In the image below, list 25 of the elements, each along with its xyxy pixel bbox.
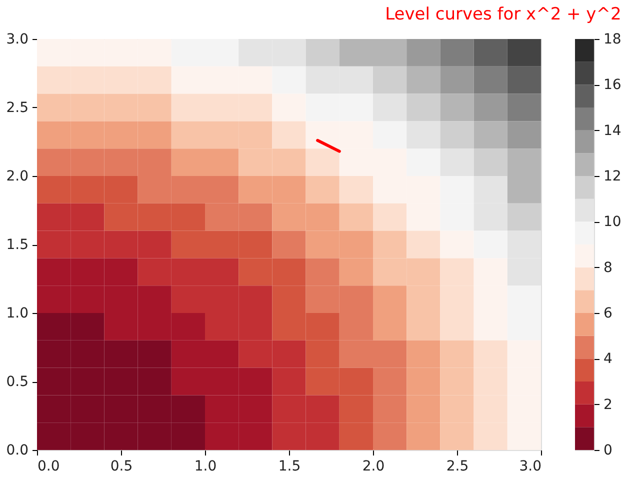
y-tick-label: 2.5 — [6, 100, 28, 116]
color-bar-label: 12 — [604, 168, 622, 184]
color-bar-label: 16 — [604, 77, 622, 94]
color-bar-label: 6 — [604, 306, 612, 322]
color-bar-label: 14 — [604, 122, 622, 139]
x-tick-label: 0.5 — [110, 458, 133, 474]
x-tick-label: 2.0 — [362, 458, 385, 474]
color-bar-label: 0 — [604, 442, 612, 458]
x-tick-label: 3.0 — [519, 458, 542, 474]
color-bar-label: 10 — [604, 214, 622, 230]
y-tick-label: 1.5 — [6, 237, 28, 253]
y-tick-label: 2.0 — [6, 168, 28, 184]
color-bar-label: 18 — [604, 32, 622, 48]
color-bar-label: 8 — [604, 260, 612, 276]
color-bar-label: 4 — [604, 351, 612, 368]
x-tick-label: 2.5 — [446, 458, 469, 474]
y-tick-label: 3.0 — [6, 32, 28, 48]
y-tick-label: 0.5 — [6, 374, 28, 390]
x-tick-label: 1.0 — [194, 458, 217, 474]
y-tick-label: 1.0 — [6, 306, 28, 322]
x-tick-label: 0.0 — [38, 458, 60, 474]
x-tick-label: 1.5 — [278, 458, 301, 474]
y-tick-label: 0.0 — [6, 442, 28, 458]
color-bar-label: 2 — [604, 396, 612, 413]
chart-title: Level curves for x^2 + y^2 — [385, 4, 622, 24]
